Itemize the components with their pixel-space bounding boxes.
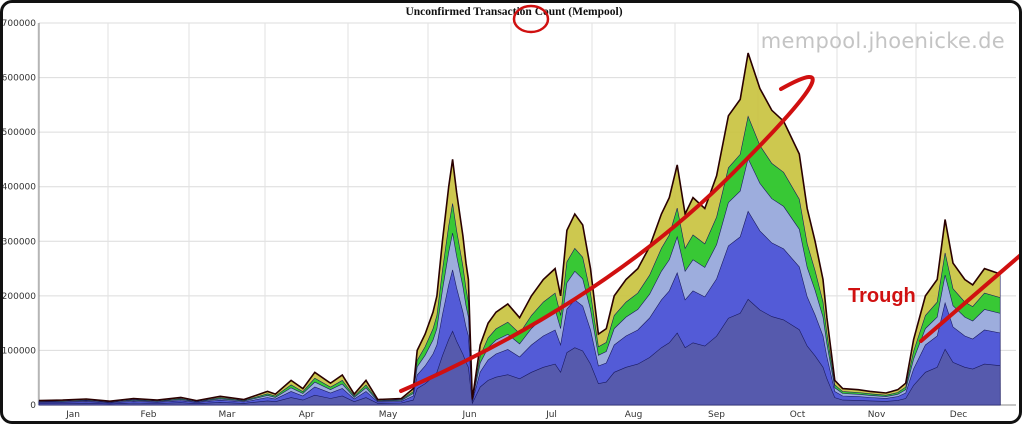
y-tick-label: 200000 [3,292,36,302]
highlight-circle [512,4,550,34]
y-tick-label: 300000 [3,237,36,247]
x-tick-label: Jul [545,410,557,420]
x-tick-label: Oct [790,410,806,420]
x-tick-label: Nov [868,410,886,420]
x-tick-label: Sep [708,410,725,420]
y-tick-label: 0 [30,401,36,411]
band-blue [38,210,1001,406]
trend-line-right [919,253,1019,343]
annotation-trough: Trough [848,285,916,307]
x-tick-label: Dec [950,410,967,420]
y-tick-label: 700000 [3,19,36,29]
x-tick-label: Jan [65,410,80,420]
x-tick-label: Aug [625,410,643,420]
chart-title: Unconfirmed Transaction Count (Mempool) [405,6,623,18]
band-base [38,298,1001,406]
watermark: mempool.jhoenicke.de [760,29,1005,53]
chart-svg: 0 100000 200000 300000 400000 500000 600000 700… [3,4,1019,420]
series-line [38,52,1001,403]
x-tick-label: Jun [461,410,476,420]
trend-line-left [399,75,815,393]
y-tick-label: 100000 [3,346,36,356]
x-tick-label: May [379,410,398,420]
y-tick-label: 400000 [3,183,36,193]
x-tick-label: Mar [219,410,236,420]
y-tick-label: 600000 [3,74,36,84]
x-tick-label: Feb [141,410,157,420]
x-tick-label: Apr [299,410,315,420]
y-tick-label: 500000 [3,128,36,138]
